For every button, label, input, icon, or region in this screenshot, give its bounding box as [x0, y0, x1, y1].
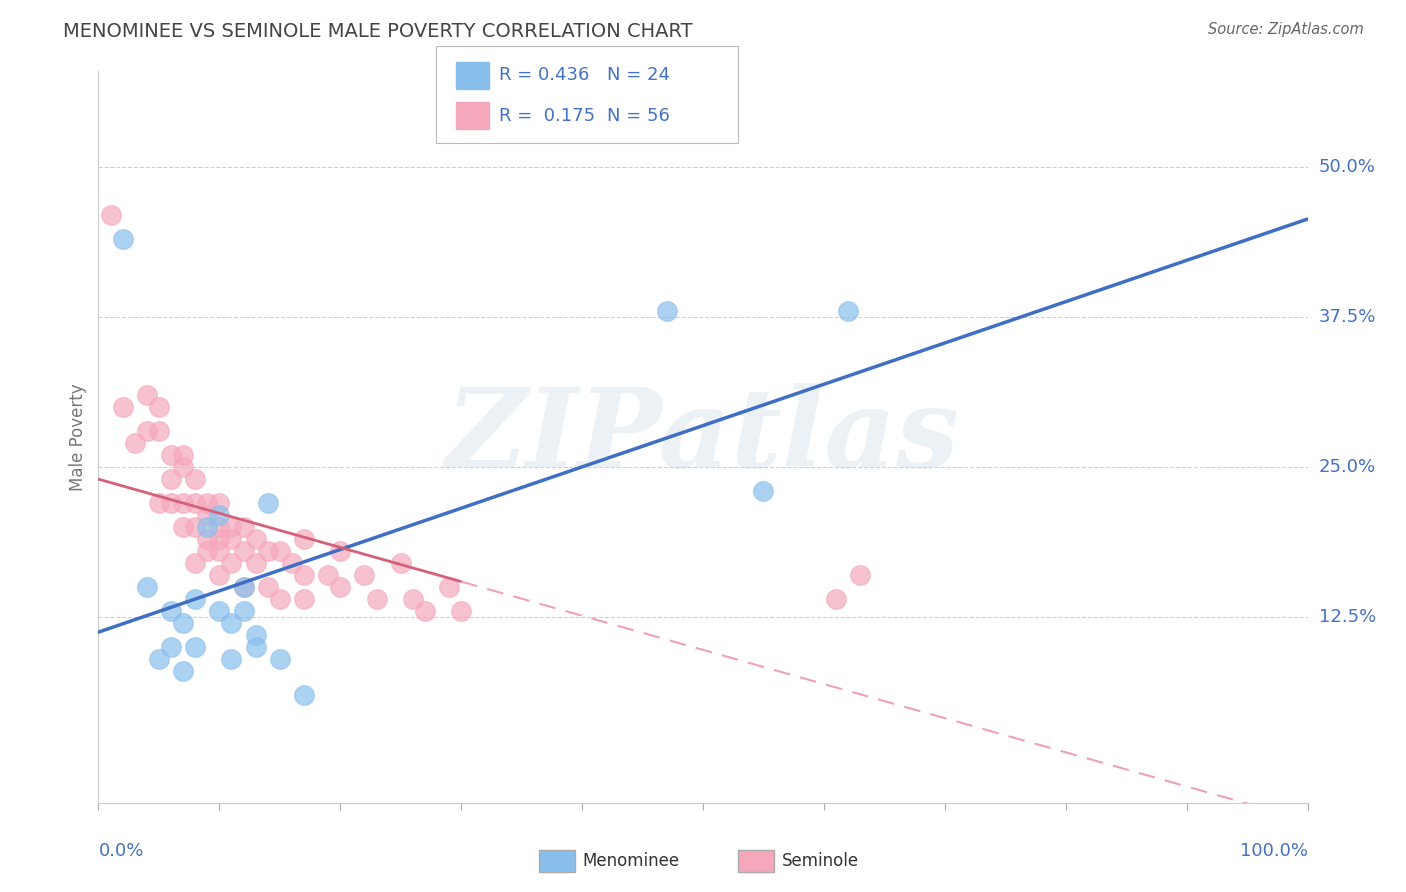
Point — [292, 591, 315, 606]
Point — [837, 304, 859, 318]
Point — [172, 448, 194, 462]
Point — [849, 568, 872, 582]
Text: 25.0%: 25.0% — [1319, 458, 1376, 476]
Text: R =  0.175: R = 0.175 — [499, 106, 595, 125]
Point — [245, 556, 267, 570]
Point — [195, 508, 218, 522]
Point — [269, 544, 291, 558]
Point — [232, 604, 254, 618]
Point — [172, 496, 194, 510]
Point — [208, 520, 231, 534]
Text: N = 24: N = 24 — [607, 66, 671, 85]
Point — [329, 544, 352, 558]
Point — [366, 591, 388, 606]
Point — [148, 652, 170, 666]
Point — [292, 688, 315, 702]
Point — [752, 483, 775, 498]
Point — [195, 532, 218, 546]
Point — [437, 580, 460, 594]
Text: Source: ZipAtlas.com: Source: ZipAtlas.com — [1208, 22, 1364, 37]
Point — [208, 568, 231, 582]
Point — [148, 400, 170, 414]
Point — [232, 580, 254, 594]
Point — [232, 544, 254, 558]
Point — [160, 448, 183, 462]
Y-axis label: Male Poverty: Male Poverty — [69, 384, 87, 491]
Point — [413, 604, 436, 618]
Point — [135, 580, 157, 594]
Point — [245, 532, 267, 546]
Point — [148, 424, 170, 438]
Point — [124, 436, 146, 450]
Text: MENOMINEE VS SEMINOLE MALE POVERTY CORRELATION CHART: MENOMINEE VS SEMINOLE MALE POVERTY CORRE… — [63, 22, 693, 41]
Point — [208, 544, 231, 558]
Point — [160, 604, 183, 618]
Point — [269, 591, 291, 606]
Point — [316, 568, 339, 582]
Point — [450, 604, 472, 618]
Point — [184, 640, 207, 654]
Point — [195, 496, 218, 510]
Text: Seminole: Seminole — [782, 852, 859, 870]
Point — [221, 652, 243, 666]
Point — [221, 556, 243, 570]
Point — [402, 591, 425, 606]
Point — [184, 520, 207, 534]
Point — [292, 532, 315, 546]
Text: 100.0%: 100.0% — [1240, 842, 1308, 860]
Point — [232, 520, 254, 534]
Point — [184, 496, 207, 510]
Point — [281, 556, 304, 570]
Point — [135, 424, 157, 438]
Point — [256, 544, 278, 558]
Text: 0.0%: 0.0% — [98, 842, 143, 860]
Point — [329, 580, 352, 594]
Point — [172, 664, 194, 678]
Point — [111, 232, 134, 246]
Point — [269, 652, 291, 666]
Text: Menominee: Menominee — [582, 852, 679, 870]
Text: R = 0.436: R = 0.436 — [499, 66, 589, 85]
Point — [221, 520, 243, 534]
Point — [208, 604, 231, 618]
Point — [160, 496, 183, 510]
Text: ZIPatlas: ZIPatlas — [446, 384, 960, 491]
Text: 50.0%: 50.0% — [1319, 158, 1375, 177]
Point — [195, 520, 218, 534]
Point — [256, 580, 278, 594]
Point — [256, 496, 278, 510]
Point — [184, 472, 207, 486]
Point — [208, 496, 231, 510]
Point — [208, 508, 231, 522]
Point — [160, 472, 183, 486]
Point — [232, 580, 254, 594]
Point — [135, 388, 157, 402]
Point — [195, 544, 218, 558]
Point — [184, 591, 207, 606]
Point — [292, 568, 315, 582]
Point — [353, 568, 375, 582]
Point — [221, 532, 243, 546]
Point — [389, 556, 412, 570]
Point — [172, 520, 194, 534]
Point — [655, 304, 678, 318]
FancyBboxPatch shape — [738, 849, 775, 871]
Point — [208, 532, 231, 546]
Text: N = 56: N = 56 — [607, 106, 671, 125]
Point — [160, 640, 183, 654]
Point — [184, 556, 207, 570]
Point — [172, 615, 194, 630]
Text: 12.5%: 12.5% — [1319, 608, 1376, 626]
Point — [221, 615, 243, 630]
Point — [100, 208, 122, 222]
Point — [172, 460, 194, 475]
Point — [111, 400, 134, 414]
Point — [148, 496, 170, 510]
Point — [245, 628, 267, 642]
FancyBboxPatch shape — [538, 849, 575, 871]
Point — [245, 640, 267, 654]
Text: 37.5%: 37.5% — [1319, 308, 1376, 326]
Point — [825, 591, 848, 606]
